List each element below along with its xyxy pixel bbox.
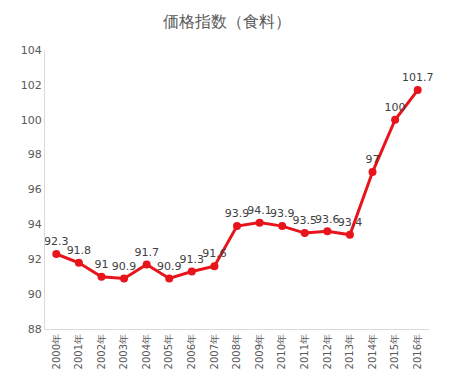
svg-text:2007年: 2007年 <box>209 334 220 369</box>
svg-text:102: 102 <box>21 79 42 92</box>
svg-text:2003年: 2003年 <box>118 334 129 369</box>
svg-text:2010年: 2010年 <box>276 334 287 369</box>
svg-text:91: 91 <box>94 258 108 271</box>
svg-text:2014年: 2014年 <box>367 334 378 369</box>
svg-text:2006年: 2006年 <box>186 334 197 369</box>
svg-text:91.8: 91.8 <box>67 244 92 257</box>
svg-text:2015年: 2015年 <box>389 334 400 369</box>
svg-text:2002年: 2002年 <box>96 334 107 369</box>
svg-text:104: 104 <box>21 44 42 57</box>
svg-text:93.6: 93.6 <box>315 213 340 226</box>
svg-text:91.6: 91.6 <box>202 247 227 260</box>
svg-text:価格指数（食料）: 価格指数（食料） <box>163 12 291 31</box>
svg-text:92.3: 92.3 <box>44 235 69 248</box>
svg-text:97: 97 <box>366 153 380 166</box>
svg-text:2004年: 2004年 <box>141 334 152 369</box>
svg-text:94.1: 94.1 <box>247 204 272 217</box>
svg-text:2011年: 2011年 <box>299 334 310 369</box>
svg-text:93.4: 93.4 <box>338 216 363 229</box>
svg-text:100: 100 <box>21 114 42 127</box>
svg-text:2005年: 2005年 <box>163 334 174 369</box>
svg-text:2013年: 2013年 <box>344 334 355 369</box>
svg-text:88: 88 <box>28 323 42 336</box>
svg-text:92: 92 <box>28 253 42 266</box>
svg-text:2000年: 2000年 <box>51 334 62 369</box>
svg-text:90.9: 90.9 <box>112 260 137 273</box>
svg-text:2009年: 2009年 <box>254 334 265 369</box>
svg-text:93.5: 93.5 <box>293 214 318 227</box>
svg-text:90: 90 <box>28 288 42 301</box>
svg-text:2008年: 2008年 <box>231 334 242 369</box>
svg-text:2016年: 2016年 <box>412 334 423 369</box>
svg-text:96: 96 <box>28 183 42 196</box>
svg-text:101.7: 101.7 <box>402 71 434 84</box>
svg-text:91.3: 91.3 <box>180 253 205 266</box>
svg-text:90.9: 90.9 <box>157 260 182 273</box>
svg-text:91.7: 91.7 <box>134 246 159 259</box>
svg-text:98: 98 <box>28 148 42 161</box>
svg-text:2001年: 2001年 <box>73 334 84 369</box>
svg-text:94: 94 <box>28 218 42 231</box>
svg-text:2012年: 2012年 <box>322 334 333 369</box>
svg-text:100: 100 <box>385 101 406 114</box>
svg-text:93.9: 93.9 <box>270 207 295 220</box>
svg-text:93.9: 93.9 <box>225 207 250 220</box>
